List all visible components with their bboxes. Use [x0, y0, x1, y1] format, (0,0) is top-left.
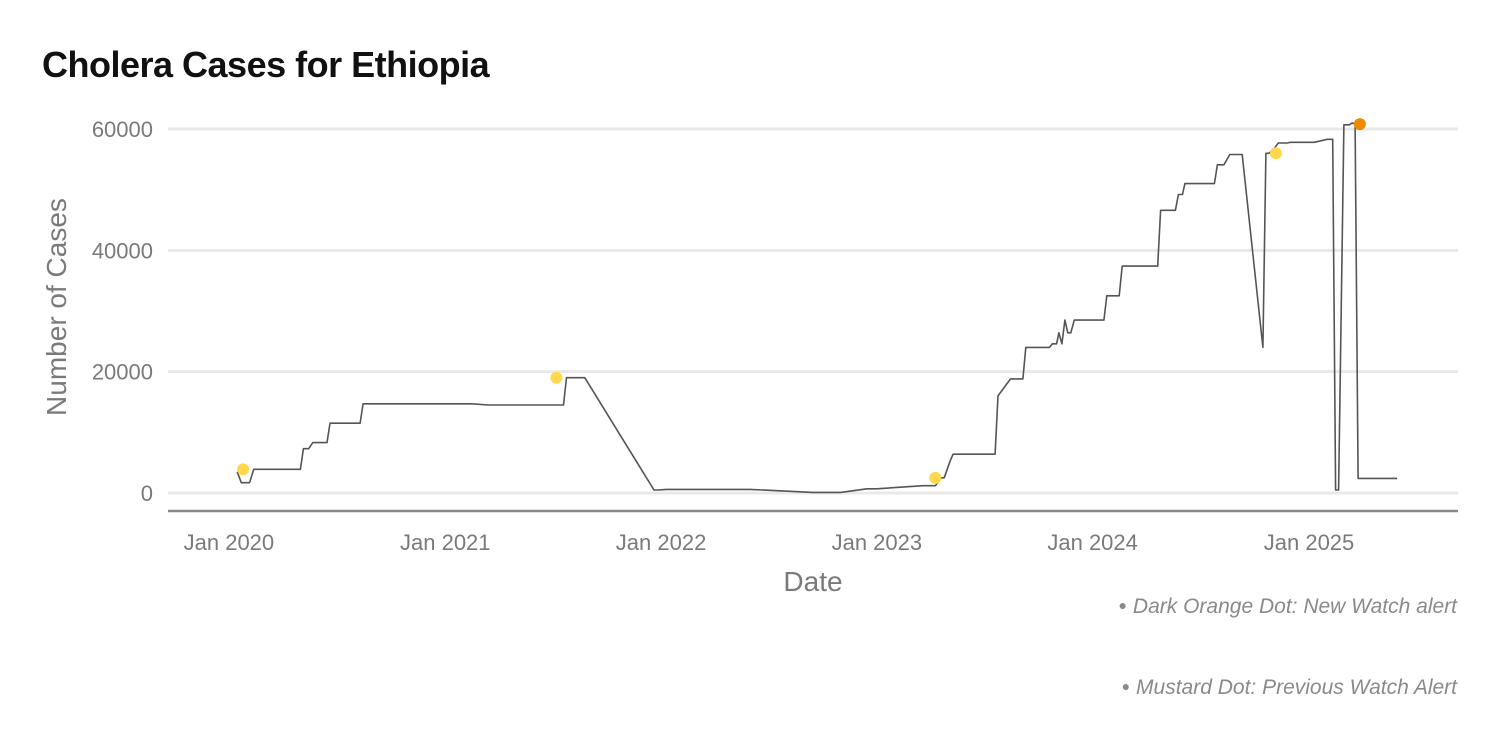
x-tick-label: Jan 2023: [832, 530, 923, 555]
legend-previous-watch: ● Mustard Dot: Previous Watch Alert: [1122, 676, 1457, 700]
x-tick-label: Jan 2020: [184, 530, 275, 555]
legend-previous-watch-label: Mustard Dot: Previous Watch Alert: [1136, 676, 1457, 699]
x-tick-label: Jan 2025: [1264, 530, 1355, 555]
y-axis-title: Number of Cases: [41, 198, 72, 416]
legend-bullet-icon: ●: [1121, 678, 1131, 694]
y-tick-labels: 0 20000 40000 60000: [92, 117, 153, 506]
y-tick-label: 20000: [92, 360, 153, 385]
y-tick-label: 0: [141, 481, 153, 506]
x-tick-labels: Jan 2020 Jan 2021 Jan 2022 Jan 2023 Jan 2024…: [184, 530, 1355, 555]
x-tick-label: Jan 2024: [1047, 530, 1138, 555]
legend-bullet-icon: ●: [1118, 597, 1127, 613]
series-line-cases: [236, 122, 1398, 494]
x-tick-label: Jan 2022: [616, 530, 707, 555]
previous-watch-alert-dot: [237, 463, 250, 476]
new-watch-alert-dot: [1353, 118, 1366, 131]
legend-new-watch: ● Dark Orange Dot: New Watch alert: [1118, 595, 1457, 619]
previous-watch-alert-dot: [1269, 147, 1282, 160]
chart-title: Cholera Cases for Ethiopia: [42, 44, 490, 85]
x-tick-label: Jan 2021: [400, 530, 491, 555]
y-tick-label: 40000: [92, 238, 153, 263]
alert-dots: [237, 118, 1366, 484]
grid-lines: [168, 127, 1458, 495]
y-tick-label: 60000: [92, 117, 153, 142]
x-axis-title: Date: [783, 566, 842, 597]
previous-watch-alert-dot: [929, 471, 942, 484]
previous-watch-alert-dot: [550, 371, 563, 384]
legend-new-watch-label: Dark Orange Dot: New Watch alert: [1132, 595, 1457, 618]
